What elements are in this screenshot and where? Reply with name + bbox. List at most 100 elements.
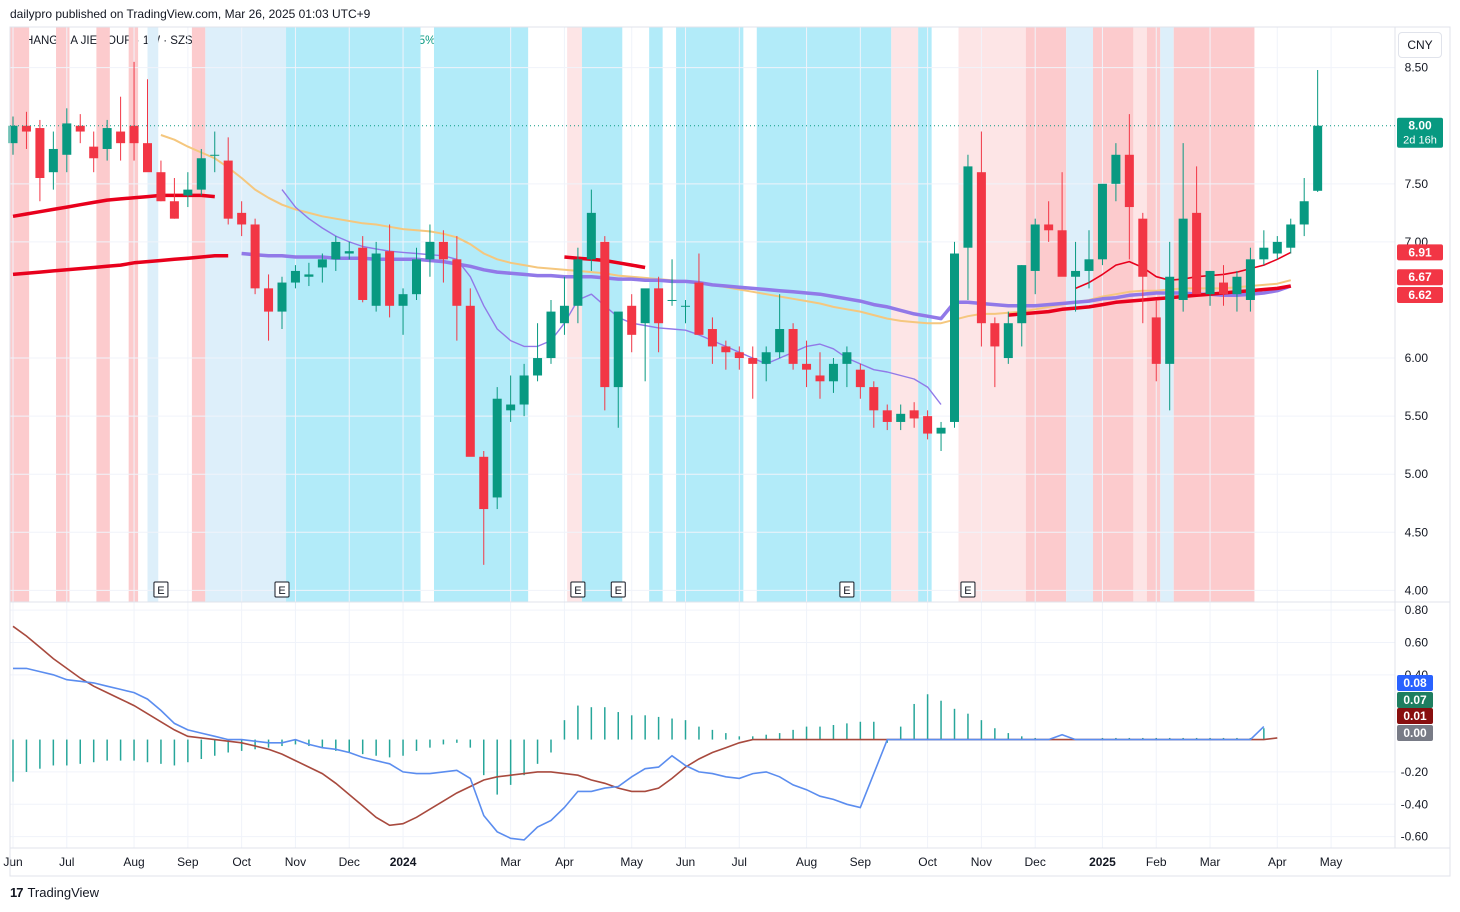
candle-body bbox=[1245, 259, 1255, 300]
background-band bbox=[649, 27, 663, 602]
candle bbox=[290, 265, 300, 289]
candle bbox=[748, 346, 758, 399]
earnings-marker bbox=[839, 581, 855, 598]
background-band bbox=[567, 27, 582, 602]
time-tick-label: Aug bbox=[123, 855, 144, 869]
candle bbox=[1111, 143, 1121, 202]
candle-body bbox=[169, 201, 179, 219]
candle-body bbox=[264, 288, 274, 312]
moving-averages bbox=[12, 134, 1292, 405]
candle bbox=[304, 262, 314, 287]
background-band bbox=[56, 27, 70, 602]
price-tick-label: 7.50 bbox=[1405, 177, 1429, 191]
background-band bbox=[1025, 27, 1067, 602]
candle-body bbox=[196, 158, 206, 190]
candle bbox=[707, 317, 717, 364]
candle bbox=[425, 224, 435, 277]
candle-body bbox=[909, 410, 919, 419]
footer-brand[interactable]: 17 TradingView bbox=[10, 885, 99, 900]
candle-body bbox=[1071, 270, 1081, 277]
candle bbox=[1232, 270, 1242, 312]
background-band bbox=[581, 27, 623, 602]
candle bbox=[1245, 247, 1255, 312]
candle-body bbox=[223, 160, 233, 219]
candle-body bbox=[1178, 218, 1188, 300]
symbol-name: ZHANG JIA JIE TOUR · 1W · SZSE bbox=[18, 35, 201, 47]
candle-body bbox=[1111, 154, 1121, 184]
price-tick-label: 5.00 bbox=[1405, 467, 1429, 481]
ma-thin-purple-line bbox=[281, 189, 942, 405]
candle bbox=[62, 108, 72, 173]
time-tick-label: 2025 bbox=[1089, 855, 1116, 869]
candle bbox=[48, 131, 58, 190]
candle bbox=[627, 294, 637, 353]
brand-name: TradingView bbox=[27, 885, 100, 900]
candle-body bbox=[1057, 230, 1067, 277]
price-axis: 8.50 7.50 7.00 6.00 5.50 5.00 4.50 4.00 bbox=[1405, 61, 1429, 598]
time-tick-label: Apr bbox=[555, 855, 574, 869]
candle-body bbox=[62, 123, 72, 155]
background-band bbox=[147, 27, 159, 602]
candle bbox=[1017, 265, 1027, 347]
time-tick-label: Feb bbox=[1146, 855, 1167, 869]
background-band bbox=[10, 27, 30, 602]
candle-body bbox=[8, 125, 18, 144]
candle-body bbox=[869, 387, 879, 411]
background-band bbox=[958, 27, 1026, 602]
candle bbox=[1044, 201, 1054, 242]
candle bbox=[694, 253, 704, 335]
candle-body bbox=[775, 329, 785, 353]
candle-body bbox=[950, 253, 959, 422]
earnings-marker-label: E bbox=[278, 585, 285, 597]
signal-line bbox=[12, 625, 1278, 827]
candle-body bbox=[75, 125, 85, 132]
time-tick-label: Sep bbox=[850, 855, 872, 869]
candle bbox=[1003, 311, 1013, 364]
price-tick-label: 8.50 bbox=[1405, 61, 1429, 75]
candle bbox=[438, 230, 448, 283]
candle-body bbox=[506, 404, 516, 411]
macd-tick-label: -0.60 bbox=[1401, 830, 1429, 844]
high-value: 8.48 bbox=[256, 35, 279, 47]
candle-body bbox=[990, 323, 1000, 347]
candle-body bbox=[533, 358, 543, 376]
currency-button[interactable]: CNY bbox=[1398, 32, 1442, 58]
candle bbox=[1313, 69, 1323, 192]
earnings-marker-label: E bbox=[615, 585, 622, 597]
candle-body bbox=[855, 369, 865, 388]
candle bbox=[452, 236, 462, 341]
macd-value-label: 0.01 bbox=[1403, 709, 1427, 723]
candle-body bbox=[1138, 218, 1148, 277]
publish-header: dailypro published on TradingView.com, M… bbox=[10, 7, 371, 21]
background-band bbox=[1133, 27, 1147, 602]
candle bbox=[1084, 230, 1094, 289]
candle bbox=[559, 276, 569, 335]
earnings-marker bbox=[570, 581, 586, 598]
candle bbox=[371, 241, 381, 312]
candle bbox=[129, 61, 139, 161]
candle bbox=[1178, 143, 1188, 312]
background-band bbox=[1160, 27, 1174, 602]
candle bbox=[519, 363, 529, 417]
candle-body bbox=[237, 212, 247, 225]
candle-body bbox=[156, 172, 166, 202]
candle-body bbox=[923, 416, 933, 434]
candle bbox=[869, 381, 879, 428]
candle-body bbox=[1232, 276, 1242, 295]
time-tick-label: Nov bbox=[285, 855, 306, 869]
price-label-value: 6.67 bbox=[1408, 270, 1432, 284]
candle-body bbox=[1003, 323, 1013, 359]
price-tick-label: 6.00 bbox=[1405, 351, 1429, 365]
background-band bbox=[1066, 27, 1094, 602]
candle bbox=[264, 274, 274, 341]
candle bbox=[156, 160, 166, 202]
candle-body bbox=[976, 172, 986, 324]
candle bbox=[896, 404, 906, 431]
price-label-value: 6.91 bbox=[1408, 245, 1432, 259]
candle bbox=[344, 241, 354, 260]
price-label-box bbox=[1397, 244, 1443, 261]
background-band bbox=[756, 27, 892, 602]
candle-body bbox=[412, 259, 421, 295]
candle-body bbox=[1272, 241, 1282, 254]
